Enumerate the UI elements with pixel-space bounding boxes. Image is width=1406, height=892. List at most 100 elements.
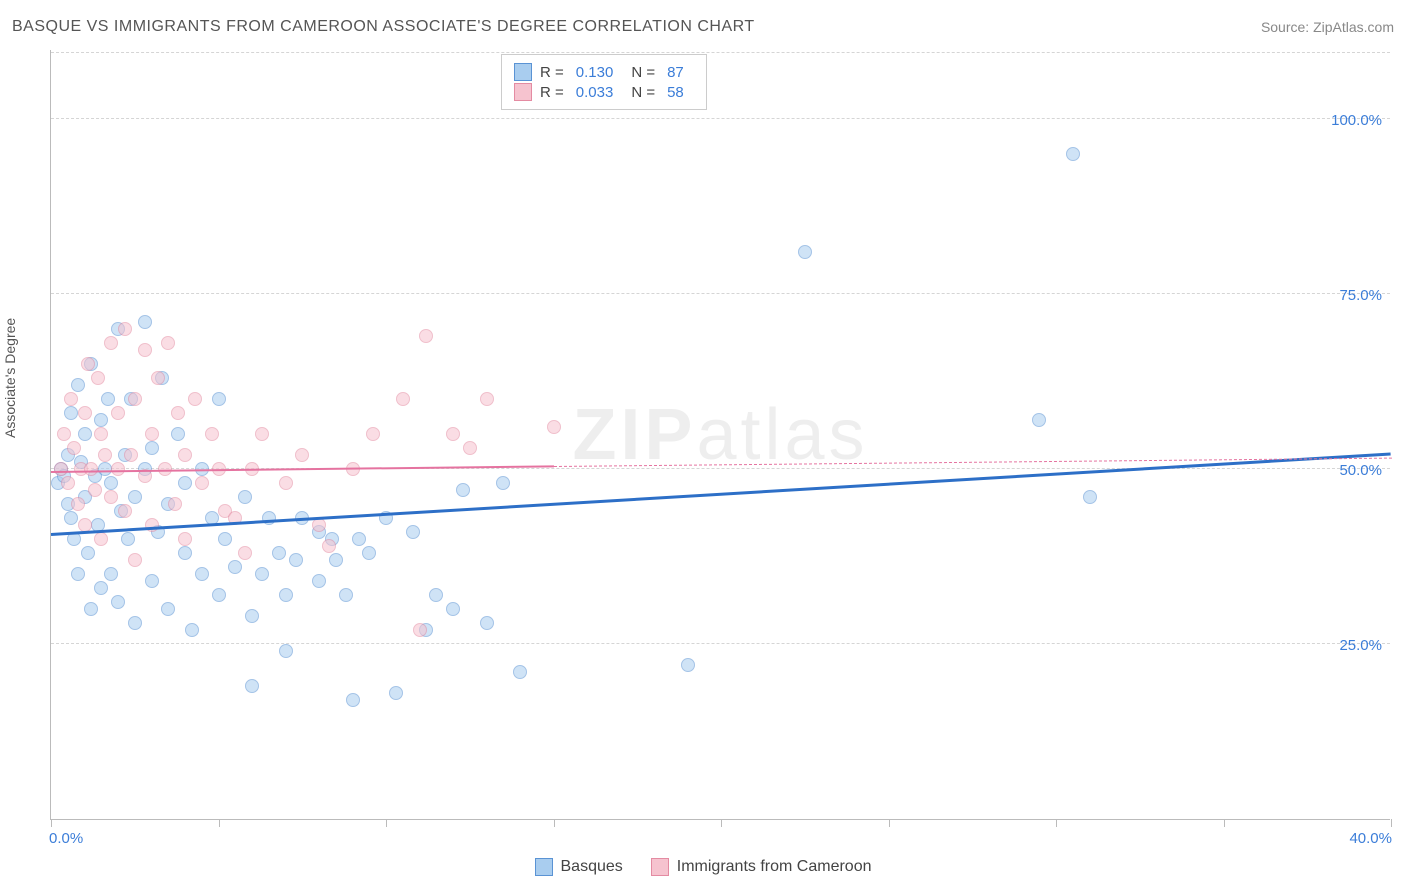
scatter-chart: ZIPatlas R =0.130N =87R =0.033N =58 0.0%…: [50, 50, 1390, 820]
data-point: [279, 644, 293, 658]
data-point: [463, 441, 477, 455]
legend-label: Basques: [561, 858, 623, 876]
data-point: [104, 490, 118, 504]
data-point: [362, 546, 376, 560]
data-point: [128, 553, 142, 567]
data-point: [171, 406, 185, 420]
data-point: [195, 476, 209, 490]
data-point: [81, 357, 95, 371]
data-point: [161, 602, 175, 616]
data-point: [104, 567, 118, 581]
data-point: [84, 602, 98, 616]
y-tick-label: 50.0%: [1339, 462, 1382, 479]
data-point: [91, 371, 105, 385]
data-point: [798, 245, 812, 259]
data-point: [480, 392, 494, 406]
data-point: [352, 532, 366, 546]
data-point: [279, 476, 293, 490]
data-point: [145, 518, 159, 532]
y-axis-label: Associate's Degree: [2, 318, 18, 438]
x-tick: [1056, 819, 1057, 827]
data-point: [118, 322, 132, 336]
x-axis-max-label: 40.0%: [1349, 830, 1392, 847]
data-point: [429, 588, 443, 602]
data-point: [61, 476, 75, 490]
chart-title: BASQUE VS IMMIGRANTS FROM CAMEROON ASSOC…: [12, 18, 755, 36]
legend-stats-row: R =0.130N =87: [514, 63, 694, 81]
x-tick: [1224, 819, 1225, 827]
data-point: [496, 476, 510, 490]
data-point: [312, 574, 326, 588]
data-point: [98, 462, 112, 476]
data-point: [389, 686, 403, 700]
data-point: [128, 490, 142, 504]
data-point: [245, 679, 259, 693]
data-point: [168, 497, 182, 511]
data-point: [104, 476, 118, 490]
gridline: [51, 643, 1390, 644]
data-point: [446, 427, 460, 441]
y-tick-label: 100.0%: [1331, 112, 1382, 129]
y-tick-label: 25.0%: [1339, 637, 1382, 654]
legend-swatch: [514, 83, 532, 101]
data-point: [295, 448, 309, 462]
gridline: [51, 52, 1390, 53]
data-point: [104, 336, 118, 350]
data-point: [128, 392, 142, 406]
data-point: [94, 413, 108, 427]
data-point: [185, 623, 199, 637]
data-point: [419, 329, 433, 343]
legend-swatch: [514, 63, 532, 81]
x-tick: [889, 819, 890, 827]
legend-label: Immigrants from Cameroon: [677, 858, 872, 876]
data-point: [289, 553, 303, 567]
data-point: [446, 602, 460, 616]
legend-swatch: [651, 858, 669, 876]
data-point: [228, 560, 242, 574]
x-tick: [51, 819, 52, 827]
data-point: [88, 483, 102, 497]
data-point: [161, 336, 175, 350]
x-axis-min-label: 0.0%: [49, 830, 83, 847]
data-point: [1032, 413, 1046, 427]
data-point: [255, 567, 269, 581]
data-point: [64, 392, 78, 406]
data-point: [547, 420, 561, 434]
data-point: [178, 532, 192, 546]
data-point: [94, 427, 108, 441]
data-point: [94, 532, 108, 546]
data-point: [81, 546, 95, 560]
data-point: [406, 525, 420, 539]
legend-stats-row: R =0.033N =58: [514, 83, 694, 101]
data-point: [513, 665, 527, 679]
data-point: [322, 539, 336, 553]
data-point: [121, 532, 135, 546]
data-point: [279, 588, 293, 602]
data-point: [195, 567, 209, 581]
data-point: [71, 497, 85, 511]
data-point: [178, 546, 192, 560]
data-point: [151, 371, 165, 385]
data-point: [218, 532, 232, 546]
data-point: [346, 693, 360, 707]
data-point: [78, 406, 92, 420]
data-point: [111, 406, 125, 420]
data-point: [262, 511, 276, 525]
data-point: [71, 378, 85, 392]
watermark-bold: ZIP: [572, 395, 696, 475]
y-tick-label: 75.0%: [1339, 287, 1382, 304]
x-tick: [554, 819, 555, 827]
data-point: [128, 616, 142, 630]
data-point: [312, 518, 326, 532]
data-point: [255, 427, 269, 441]
data-point: [238, 546, 252, 560]
data-point: [1066, 147, 1080, 161]
data-point: [145, 427, 159, 441]
legend-item: Basques: [535, 858, 623, 876]
data-point: [178, 448, 192, 462]
data-point: [98, 448, 112, 462]
data-point: [171, 427, 185, 441]
data-point: [212, 392, 226, 406]
data-point: [272, 546, 286, 560]
legend-swatch: [535, 858, 553, 876]
